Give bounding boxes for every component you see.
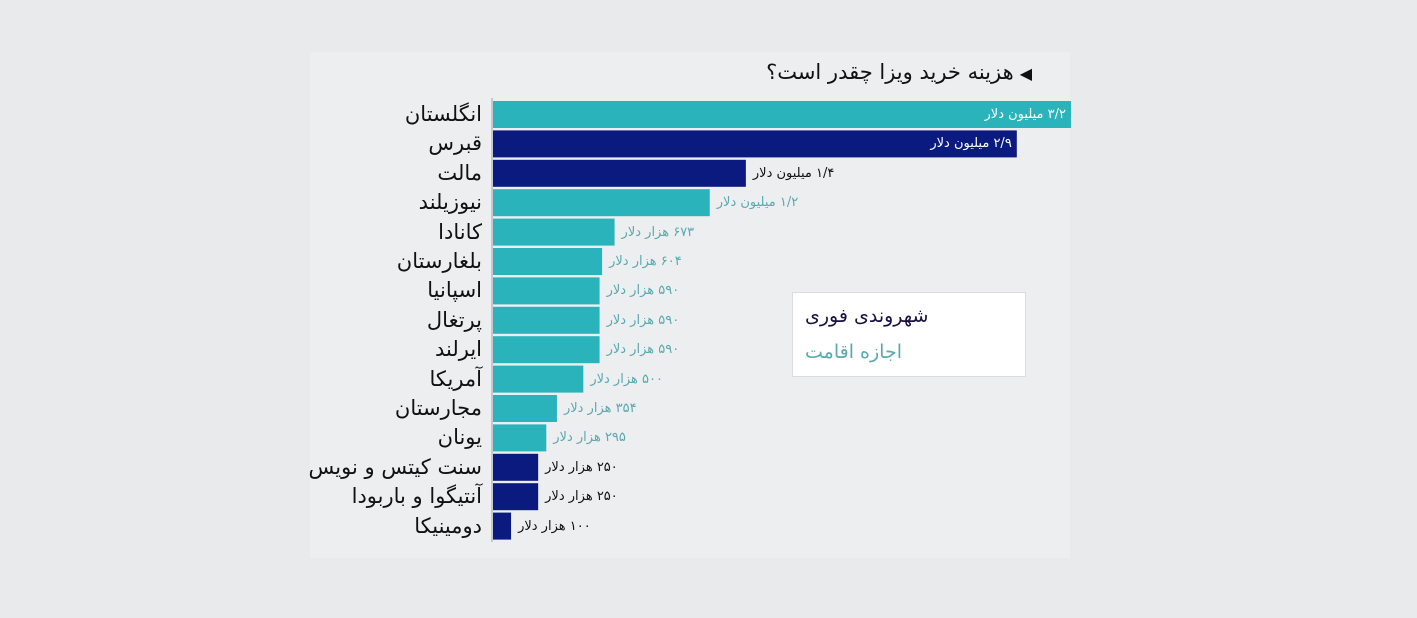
triangle-left-icon: ◀ [1019,64,1032,83]
category-label: مالت [437,160,482,185]
category-label: سنت کیتس و نویس [308,454,482,479]
category-label: آنتیگوا و باربودا [351,484,482,509]
legend-residence: اجازه اقامت [805,341,902,363]
category-label: قبرس [428,131,482,156]
category-label: پرتغال [426,307,482,332]
data-label: ۲۹۵ هزار دلار [553,430,626,446]
bar [493,512,512,540]
data-label: ۶۰۴ هزار دلار [609,254,682,269]
data-label: ۳/۲ میلیون دلار [984,107,1066,122]
data-label: ۲۵۰ هزار دلار [545,459,618,475]
category-label: دومینیکا [414,513,482,538]
bar [493,424,547,452]
bar [493,483,539,511]
bar [493,336,600,364]
bar [493,159,746,187]
chart-title: هزینه خرید ویزا چقدر است؟ [766,60,1014,84]
category-label: آمریکا [429,366,482,391]
data-label: ۲/۹ میلیون دلار [930,136,1012,152]
bar [493,277,600,305]
bar [493,101,1071,128]
category-label: بلغارستان [396,249,482,273]
category-label: نیوزیلند [418,190,482,215]
category-label: ایرلند [434,337,482,362]
data-label: ۱/۲ میلیون دلار [716,195,799,211]
bar [493,395,557,422]
bar [493,248,603,275]
data-label: ۵۹۰ هزار دلار [606,283,680,299]
bar [493,306,600,334]
data-label: ۱/۴ میلیون دلار [752,165,835,181]
bar [493,218,615,246]
data-label: ۶۷۳ هزار دلار [621,224,695,240]
data-label: ۳۵۴ هزار دلار [563,401,637,416]
chart-title-row: ◀ هزینه خرید ویزا چقدر است؟ [766,60,1032,84]
category-label: انگلستان [404,102,482,126]
category-label: یونان [437,425,482,450]
data-label: ۵۰۰ هزار دلار [590,371,663,387]
category-label: اسپانیا [427,278,482,303]
data-label: ۱۰۰ هزار دلار [518,518,591,534]
data-label: ۲۵۰ هزار دلار [545,489,618,505]
bar [493,365,584,393]
legend: شهروندی فوری اجازه اقامت [792,292,1026,377]
bar [493,130,1017,158]
category-label: کانادا [438,219,482,244]
data-label: ۵۹۰ هزار دلار [606,312,680,328]
bar [493,453,539,481]
category-label: مجارستان [394,396,482,420]
data-label: ۵۹۰ هزار دلار [606,342,680,358]
legend-citizenship: شهروندی فوری [805,305,929,327]
bar [493,189,710,217]
